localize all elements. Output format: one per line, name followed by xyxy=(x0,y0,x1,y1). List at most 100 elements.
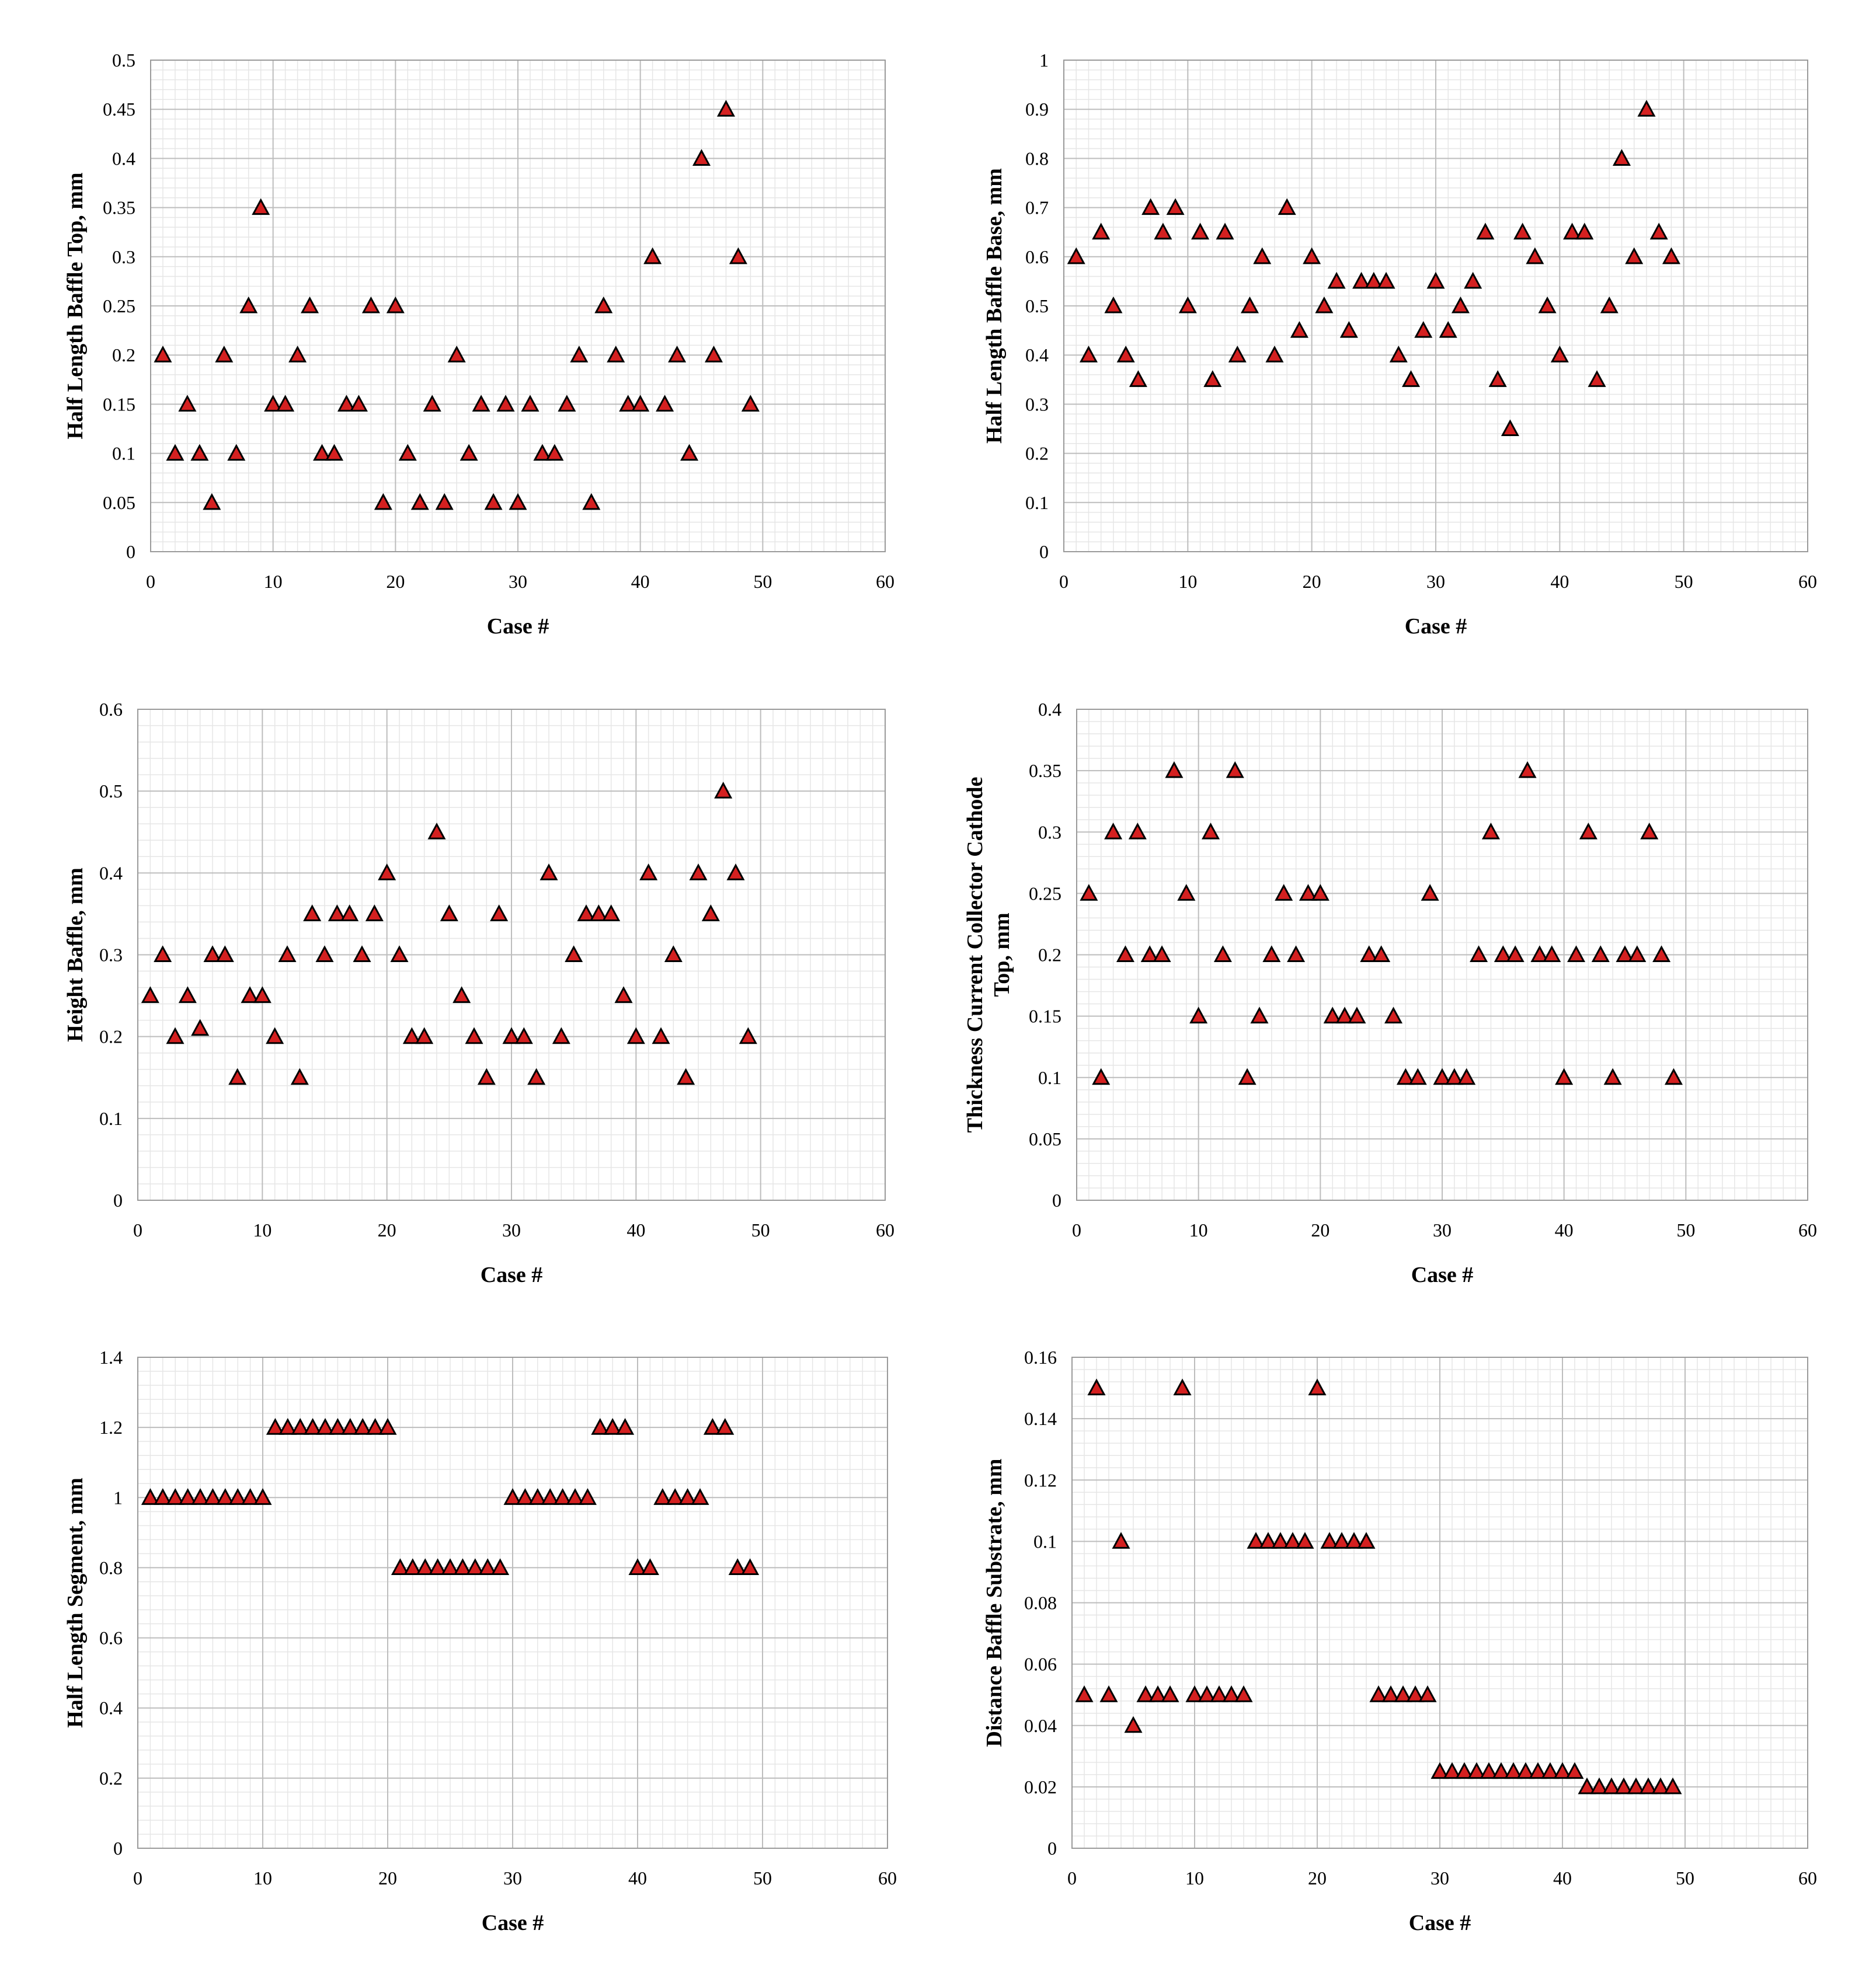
data-point xyxy=(1080,884,1098,901)
data-point xyxy=(1467,1762,1486,1779)
data-point xyxy=(1406,1685,1425,1702)
data-point xyxy=(1616,945,1634,963)
data-point xyxy=(589,904,608,921)
data-point xyxy=(241,986,259,1004)
data-point xyxy=(166,444,185,461)
data-point xyxy=(241,1488,260,1505)
data-point xyxy=(680,444,699,461)
data-point xyxy=(266,1417,284,1435)
data-point xyxy=(141,986,159,1004)
y-tick-label: 0.25 xyxy=(103,295,135,316)
data-point xyxy=(1662,247,1680,264)
y-axis-label: Top, mm xyxy=(990,912,1014,997)
data-point xyxy=(398,444,417,461)
data-point xyxy=(1451,296,1470,313)
x-tick-label: 60 xyxy=(1798,1220,1817,1241)
data-point xyxy=(591,1417,610,1435)
x-tick-label: 10 xyxy=(1178,571,1197,592)
data-point xyxy=(1494,945,1512,963)
data-point xyxy=(714,782,733,799)
data-point xyxy=(1603,1068,1622,1085)
x-tick-label: 10 xyxy=(1185,1868,1204,1889)
x-tick-label: 60 xyxy=(878,1868,897,1889)
data-point xyxy=(215,945,234,963)
data-point xyxy=(1166,198,1185,215)
y-tick-label: 0.2 xyxy=(112,344,135,365)
data-point xyxy=(1492,1762,1510,1779)
x-tick-label: 30 xyxy=(1426,571,1445,592)
data-point xyxy=(252,198,270,215)
y-tick-label: 0.35 xyxy=(103,197,135,218)
data-point xyxy=(313,444,332,461)
data-series xyxy=(1067,100,1680,437)
data-point xyxy=(639,863,658,880)
x-tick-label: 40 xyxy=(1553,1868,1572,1889)
data-point xyxy=(1265,346,1284,363)
y-tick-label: 0 xyxy=(126,541,135,562)
data-point xyxy=(1637,100,1656,117)
data-point xyxy=(1092,1068,1111,1085)
y-tick-label: 0.3 xyxy=(1025,393,1049,414)
data-point xyxy=(1612,149,1631,166)
data-series xyxy=(141,1417,760,1575)
data-point xyxy=(1628,945,1647,963)
data-point xyxy=(264,395,283,412)
x-tick-label: 0 xyxy=(146,571,155,592)
data-point xyxy=(528,1488,547,1505)
data-point xyxy=(228,1488,247,1505)
data-point xyxy=(349,395,368,412)
data-point xyxy=(1148,1685,1167,1702)
data-point xyxy=(1332,1532,1351,1549)
data-point xyxy=(1591,945,1610,963)
x-tick-label: 10 xyxy=(1189,1220,1208,1241)
data-point xyxy=(1649,222,1668,240)
x-tick-label: 40 xyxy=(627,1220,645,1241)
y-tick-label: 0.4 xyxy=(1038,699,1061,720)
data-point xyxy=(353,1417,372,1435)
data-point xyxy=(1075,1685,1094,1702)
y-tick-label: 0.3 xyxy=(1038,821,1061,842)
x-tick-label: 20 xyxy=(378,1220,396,1241)
data-point xyxy=(692,149,711,166)
data-point xyxy=(1553,1762,1572,1779)
data-point xyxy=(1504,1762,1523,1779)
data-point xyxy=(614,986,633,1004)
data-point xyxy=(1238,1068,1257,1085)
x-tick-label: 30 xyxy=(502,1220,521,1241)
y-tick-label: 0.5 xyxy=(1025,295,1049,316)
data-point xyxy=(1488,370,1507,387)
data-point xyxy=(253,1488,272,1505)
data-point xyxy=(691,1488,709,1505)
data-point xyxy=(1226,761,1244,778)
x-axis-label: Case # xyxy=(1411,1263,1474,1287)
data-point xyxy=(154,945,172,963)
plot-area-frame xyxy=(137,709,886,1201)
data-point xyxy=(1541,1762,1560,1779)
y-tick-label: 0.1 xyxy=(1025,492,1049,513)
data-point xyxy=(1177,884,1196,901)
data-point xyxy=(1480,1762,1498,1779)
data-point xyxy=(290,1068,309,1085)
data-point xyxy=(1418,1685,1437,1702)
data-point xyxy=(1112,1532,1130,1549)
data-point xyxy=(1116,945,1134,963)
data-point xyxy=(353,945,371,963)
data-point xyxy=(594,296,613,313)
y-tick-label: 0.02 xyxy=(1024,1776,1057,1797)
data-point xyxy=(668,346,687,363)
y-tick-label: 0 xyxy=(1052,1190,1061,1211)
x-tick-label: 40 xyxy=(631,571,650,592)
data-point xyxy=(1173,1378,1192,1396)
y-tick-label: 0.1 xyxy=(112,443,135,464)
data-point xyxy=(1128,823,1147,839)
data-point xyxy=(1663,1777,1682,1795)
y-tick-label: 0.05 xyxy=(1029,1128,1061,1149)
data-point xyxy=(1352,271,1371,289)
y-tick-label: 0.16 xyxy=(1024,1347,1057,1368)
data-point xyxy=(1369,1685,1388,1702)
data-point xyxy=(1202,823,1220,839)
data-point xyxy=(1640,823,1659,839)
data-point xyxy=(1555,1068,1574,1085)
x-axis-label: Case # xyxy=(482,1911,544,1935)
data-series xyxy=(141,782,757,1085)
